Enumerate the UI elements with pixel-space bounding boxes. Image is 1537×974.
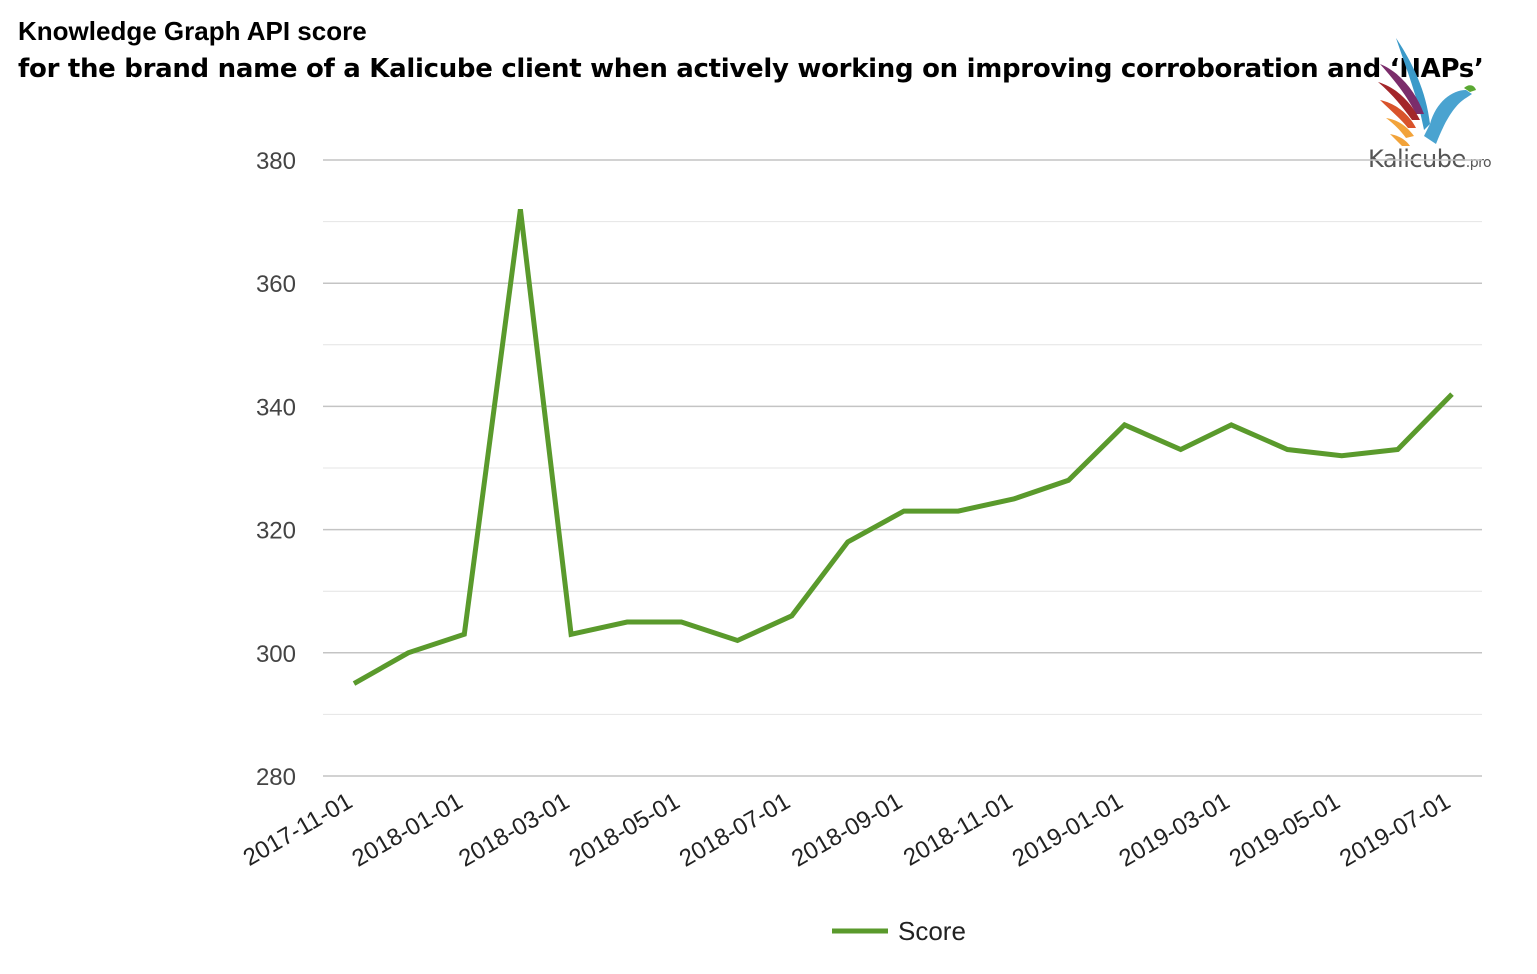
chart-subtitle: for the brand name of a Kalicube client …: [18, 54, 1484, 84]
y-tick-label: 300: [256, 641, 296, 668]
y-axis-ticks: 280 300 320 340 360 380: [256, 148, 296, 791]
legend: Score: [832, 916, 966, 946]
x-tick-label: 2018-11-01: [899, 788, 1017, 872]
y-tick-label: 320: [256, 518, 296, 545]
y-tick-label: 380: [256, 148, 296, 175]
y-tick-label: 340: [256, 394, 296, 421]
x-tick-label: 2018-03-01: [454, 788, 574, 873]
x-tick-label: 2018-09-01: [787, 788, 907, 873]
logo-suffix: .pro: [1465, 155, 1492, 171]
x-tick-label: 2019-01-01: [1008, 788, 1128, 873]
chart-title: Knowledge Graph API score: [18, 16, 367, 46]
y-tick-label: 280: [256, 764, 296, 791]
y-tick-label: 360: [256, 271, 296, 298]
x-axis-ticks: 2017-11-012018-01-012018-03-012018-05-01…: [239, 788, 1455, 873]
x-tick-label: 2019-07-01: [1335, 788, 1455, 873]
x-tick-label: 2017-11-01: [239, 788, 357, 872]
series-lines: [352, 208, 1454, 686]
legend-label-score: Score: [898, 916, 966, 946]
series-line-score: [352, 208, 1454, 686]
logo-brand: Kalicube: [1368, 145, 1466, 173]
logo-wordmark: Kalicube.pro: [1368, 145, 1492, 173]
x-tick-label: 2019-03-01: [1114, 788, 1234, 873]
x-tick-label: 2019-05-01: [1225, 788, 1345, 873]
kalicube-bird-logo-icon: [1378, 38, 1476, 146]
x-tick-label: 2018-05-01: [565, 788, 685, 873]
x-tick-label: 2018-01-01: [348, 788, 468, 873]
gridlines: [323, 159, 1482, 777]
x-tick-label: 2018-07-01: [675, 788, 795, 873]
